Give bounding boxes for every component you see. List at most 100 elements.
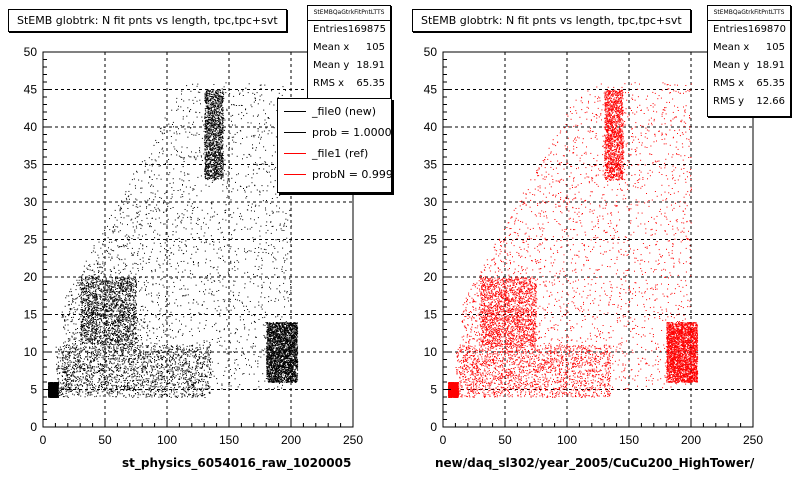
left-scatter-point — [207, 387, 209, 389]
left-scatter-point — [90, 342, 92, 344]
left-scatter-point — [104, 290, 106, 292]
left-scatter-point — [56, 394, 58, 396]
left-scatter-point — [136, 370, 138, 372]
left-scatter-point — [100, 341, 102, 343]
left-scatter-point — [54, 396, 56, 398]
left-scatter-point — [137, 358, 139, 360]
left-scatter-point — [54, 388, 56, 390]
left-scatter-point — [108, 301, 110, 303]
left-scatter-point — [98, 356, 100, 358]
left-scatter-point — [97, 313, 99, 315]
left-scatter-point — [91, 325, 93, 327]
left-scatter-point — [102, 293, 104, 295]
left-scatter-point — [132, 345, 133, 347]
left-scatter-point — [62, 355, 64, 357]
left-scatter-point — [169, 354, 171, 356]
left-scatter-point — [69, 346, 71, 348]
left-scatter-point — [203, 376, 205, 378]
left-scatter-point — [84, 280, 86, 282]
left-scatter-point — [90, 287, 92, 289]
left-scatter-point — [142, 356, 144, 358]
left-scatter-point — [78, 390, 80, 392]
left-scatter-point — [112, 307, 114, 309]
left-scatter-point — [137, 357, 139, 359]
left-scatter-point — [105, 310, 107, 312]
left-scatter-point — [99, 290, 101, 291]
left-scatter-point — [124, 386, 126, 388]
left-scatter-point — [210, 373, 212, 374]
left-scatter-point — [112, 280, 114, 282]
left-scatter-point — [98, 288, 100, 290]
left-scatter-point — [65, 375, 67, 377]
left-scatter-point — [116, 370, 117, 372]
left-scatter-point — [133, 313, 135, 315]
left-scatter-point — [86, 318, 88, 320]
left-scatter-point — [168, 383, 170, 384]
left-scatter-point — [147, 356, 149, 358]
left-scatter-point — [160, 365, 162, 367]
left-scatter-point — [148, 354, 150, 356]
left-scatter-point — [127, 385, 129, 387]
left-scatter-point — [93, 370, 95, 372]
left-scatter-point — [116, 334, 118, 336]
left-scatter-point — [198, 354, 200, 356]
left-scatter-point — [207, 350, 209, 352]
left-scatter-point — [213, 179, 215, 180]
left-scatter-point — [101, 343, 103, 345]
left-scatter-point — [100, 354, 102, 356]
left-scatter-point — [95, 294, 97, 296]
left-scatter-point — [185, 376, 187, 378]
left-scatter-point — [184, 349, 185, 351]
left-scatter-point — [96, 395, 97, 397]
left-scatter-point — [102, 373, 104, 375]
left-scatter-point — [114, 390, 116, 392]
left-scatter-point — [109, 289, 111, 291]
left-scatter-point — [88, 391, 90, 393]
left-scatter-point — [125, 343, 127, 345]
left-scatter-point — [87, 354, 89, 356]
left-scatter-point — [103, 356, 105, 358]
left-scatter-point — [111, 323, 113, 324]
left-scatter-point — [133, 318, 135, 320]
left-scatter-point — [128, 300, 130, 301]
left-scatter-point — [95, 314, 97, 316]
left-scatter-point — [133, 306, 135, 308]
left-scatter-point — [86, 294, 88, 296]
left-scatter-point — [89, 311, 91, 313]
left-scatter-point — [168, 370, 170, 372]
left-scatter-point — [134, 326, 136, 328]
left-scatter-point — [146, 396, 148, 398]
left-scatter-point — [143, 391, 145, 393]
left-scatter-point — [61, 388, 63, 390]
left-scatter-point — [65, 346, 67, 348]
left-scatter-point — [157, 366, 159, 368]
left-scatter-point — [129, 307, 131, 309]
left-scatter-point — [72, 361, 74, 363]
left-scatter-point — [135, 281, 137, 283]
left-scatter-point — [124, 314, 126, 315]
left-scatter-point — [93, 301, 95, 303]
left-scatter-point — [123, 323, 125, 325]
left-scatter-point — [80, 282, 82, 284]
left-scatter-point — [86, 280, 88, 282]
left-scatter-point — [73, 357, 75, 359]
left-scatter-point — [73, 347, 75, 349]
left-scatter-point — [207, 381, 209, 383]
left-scatter-point — [117, 336, 119, 338]
left-scatter-point — [49, 395, 51, 396]
left-scatter-point — [101, 338, 103, 340]
left-scatter-point — [199, 393, 201, 395]
left-scatter-point — [52, 391, 54, 393]
left-scatter-point — [106, 344, 108, 346]
left-scatter-point — [138, 383, 140, 385]
left-scatter-point — [153, 394, 155, 396]
left-scatter-point — [57, 383, 58, 385]
left-scatter-point — [112, 396, 114, 397]
left-scatter-point — [75, 376, 77, 378]
left-scatter-point — [175, 354, 177, 356]
left-scatter-point — [54, 393, 56, 394]
left-scatter-point — [110, 289, 112, 290]
left-scatter-point — [169, 360, 170, 362]
left-scatter-point — [109, 294, 111, 296]
left-scatter-point — [78, 393, 80, 395]
